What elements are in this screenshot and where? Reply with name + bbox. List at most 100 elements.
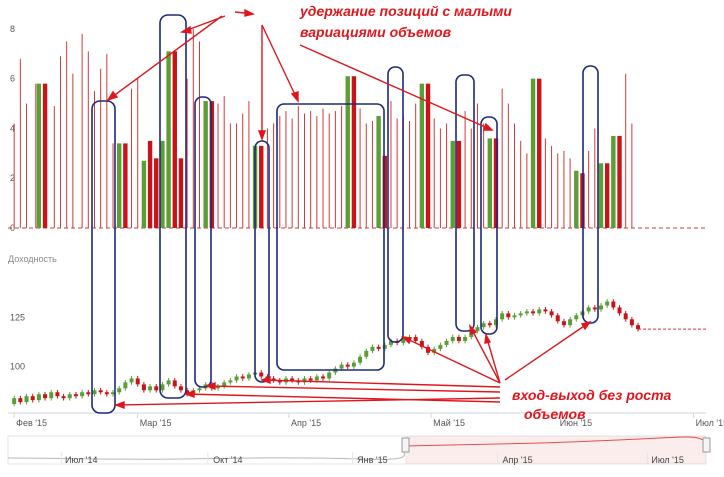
candle (493, 319, 498, 326)
navigator-series-line (404, 436, 707, 447)
candle (401, 339, 406, 343)
candle (543, 309, 548, 312)
arrow-entry-4 (504, 321, 591, 381)
candle (24, 396, 29, 403)
arrowhead (244, 8, 256, 17)
candle (86, 392, 91, 395)
candle (67, 394, 72, 399)
volume-bar (598, 163, 604, 228)
arrowhead (205, 381, 216, 391)
candle (166, 380, 171, 385)
navigator-label: Апр '15 (502, 455, 532, 465)
candle (555, 315, 560, 322)
candle (481, 323, 486, 328)
arrow-entry-5 (261, 379, 501, 388)
candle (290, 378, 295, 381)
candle (487, 323, 492, 326)
arrow-entry-1 (402, 336, 501, 384)
candle (234, 376, 239, 381)
volume-bar (419, 83, 425, 229)
candle (80, 392, 85, 397)
x-axis-label: Май '15 (433, 418, 465, 428)
candle (321, 376, 326, 379)
candle (500, 313, 505, 320)
navigator-selection[interactable] (405, 436, 706, 464)
volume-bar (123, 143, 128, 228)
volume-y-tick: 4 (10, 123, 15, 133)
frame-jun-spike (455, 74, 475, 332)
volume-bar (345, 76, 350, 228)
candle (432, 348, 437, 353)
candle (351, 362, 356, 367)
navigator[interactable]: Июл '14 Окт '14 Янв '15 Апр '15 Июл '15 (7, 435, 711, 465)
navigator-label: Окт '14 (213, 455, 242, 465)
frame-may-spike (387, 66, 404, 343)
volume-bar (203, 101, 208, 228)
candle (12, 398, 17, 405)
candle (475, 327, 480, 332)
arrow-hold-6 (299, 44, 493, 131)
candle (605, 301, 610, 306)
candle (271, 378, 276, 381)
volume-bar (160, 140, 165, 228)
arrowhead (257, 130, 267, 141)
candle (549, 311, 554, 316)
annotation-arrows (106, 8, 592, 410)
candle (561, 321, 566, 326)
candle (413, 337, 418, 341)
x-axis-label: Июл '15 (696, 418, 724, 428)
candle (18, 398, 23, 403)
candle (277, 380, 282, 383)
volume-y-tick: 6 (10, 74, 15, 84)
candle (185, 390, 190, 395)
candle (629, 319, 634, 326)
volume-bar (611, 135, 616, 228)
volume-bar (450, 140, 455, 228)
candle (388, 340, 393, 345)
navigator-label: Июл '15 (651, 455, 684, 465)
candle (123, 382, 128, 389)
candle (178, 386, 183, 391)
candle (135, 378, 140, 385)
candle (55, 392, 60, 397)
x-axis-label: Июн '15 (560, 418, 592, 428)
arrow-entry-7 (115, 397, 501, 406)
candle (308, 378, 313, 381)
price-y-axis: 100 125 (10, 312, 25, 371)
volume-bar (456, 140, 462, 228)
candle (450, 337, 455, 341)
candle (222, 382, 227, 387)
candle (574, 315, 579, 320)
candle (117, 388, 122, 393)
candle (376, 346, 381, 349)
volume-bar (209, 101, 215, 228)
volume-y-tick: 0 (10, 223, 15, 233)
frame-mar-tall (159, 14, 187, 399)
candle (592, 307, 597, 310)
arrowhead (580, 320, 592, 331)
annotation-holding-line1: удержание позиций с малыми (299, 3, 512, 19)
arrowhead (483, 122, 494, 131)
candle (314, 376, 319, 381)
navigator-left-handle[interactable] (401, 437, 410, 453)
arrow-entry-2 (469, 325, 501, 384)
candle (49, 392, 54, 399)
navigator-label: Июл '14 (65, 455, 98, 465)
annotation-entry-line1: вход-выход без роста (512, 387, 672, 403)
volume-bar (574, 170, 579, 228)
candle (339, 364, 344, 369)
candle (92, 390, 97, 395)
annotation-holding-line2: вариациями объемов (300, 24, 452, 40)
volume-bar (604, 163, 610, 228)
navigator-right-handle[interactable] (702, 437, 711, 453)
volume-y-tick: 8 (10, 24, 15, 34)
arrowhead (290, 91, 299, 103)
candle (512, 315, 517, 318)
volume-bar (36, 83, 42, 229)
volume-bar (42, 83, 48, 229)
annotation-frames (91, 14, 599, 414)
candle (444, 340, 449, 345)
volume-bar (147, 140, 153, 228)
